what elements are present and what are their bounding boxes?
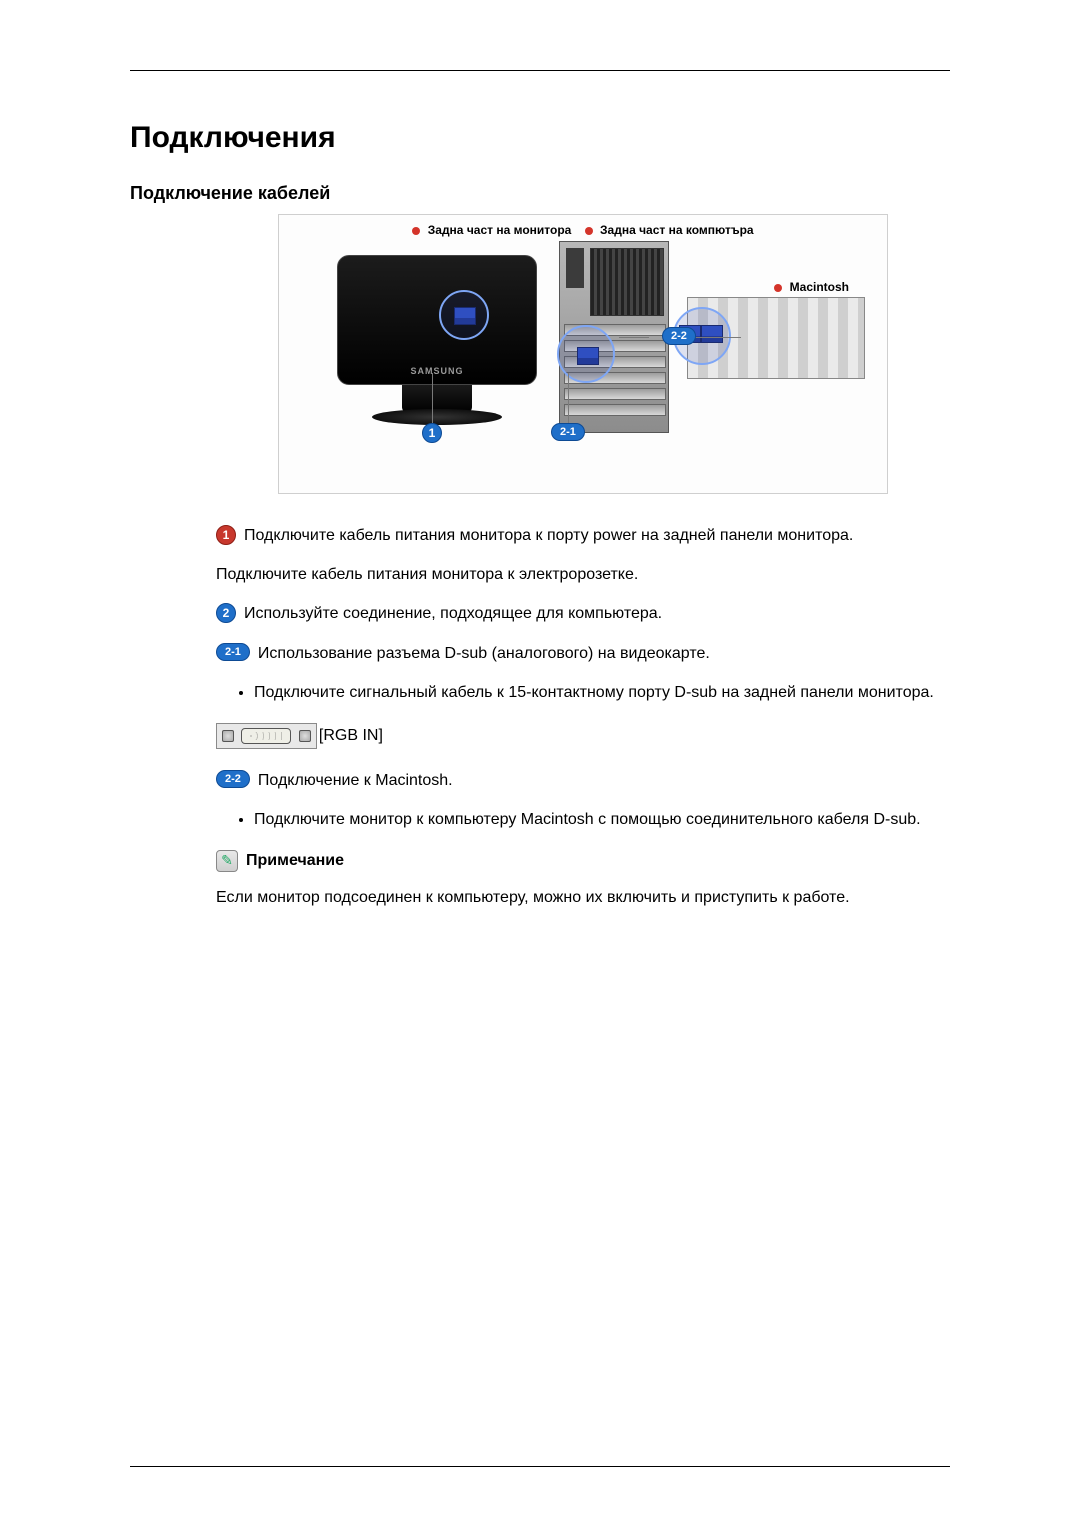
step-2-2-text: Подключение к Macintosh. xyxy=(258,769,950,792)
pc-slot xyxy=(564,388,666,400)
diagram-badge-2-2: 2-2 xyxy=(662,327,696,345)
step-2-2-row: 2-2 Подключение к Macintosh. xyxy=(216,769,950,792)
diagram-badge-2-1: 2-1 xyxy=(551,423,585,441)
pc-slot xyxy=(564,404,666,416)
monitor-illustration: SAMSUNG xyxy=(337,255,537,425)
dsub-port-icon xyxy=(216,723,317,749)
step-2-1-badge: 2-1 xyxy=(216,643,250,661)
leader-line xyxy=(619,337,649,338)
screw-icon xyxy=(222,730,234,742)
leader-line xyxy=(693,337,741,338)
content-block: Задна част на монитора Задна част на ком… xyxy=(130,214,950,909)
monitor-base xyxy=(372,409,502,425)
step-2-2-bullet-item: Подключите монитор к компьютеру Macintos… xyxy=(254,808,950,832)
document-page: Подключения Подключение кабелей Задна ча… xyxy=(0,0,1080,1527)
step-2-1-text: Использование разъема D-sub (аналогового… xyxy=(258,642,950,665)
connection-diagram: Задна част на монитора Задна част на ком… xyxy=(278,214,888,494)
step-1-badge: 1 xyxy=(216,525,236,545)
step-2-text: Используйте соединение, подходящее для к… xyxy=(244,602,950,625)
monitor-brand-label: SAMSUNG xyxy=(410,366,463,376)
vga-connector-icon xyxy=(454,307,476,325)
port-illustration-row: [RGB IN] xyxy=(216,723,950,749)
legend-pc-label: Задна част на компютъра xyxy=(600,223,754,237)
step-2-row: 2 Используйте соединение, подходящее для… xyxy=(216,602,950,625)
diagram-legend-mac: Macintosh xyxy=(774,280,849,294)
step-2-badge: 2 xyxy=(216,603,236,623)
step-2-1-bullets: Подключите сигнальный кабель к 15-контак… xyxy=(216,681,950,705)
legend-dot-icon xyxy=(412,227,420,235)
screw-icon xyxy=(299,730,311,742)
port-label: [RGB IN] xyxy=(319,727,383,744)
legend-monitor-label: Задна част на монитора xyxy=(428,223,572,237)
note-label: Примечание xyxy=(246,852,344,870)
page-title: Подключения xyxy=(130,121,950,155)
step-1b-text: Подключите кабель питания монитора к эле… xyxy=(216,563,950,586)
legend-dot-icon xyxy=(585,227,593,235)
step-2-2-bullets: Подключите монитор к компьютеру Macintos… xyxy=(216,808,950,832)
top-horizontal-rule xyxy=(130,70,950,71)
leader-line xyxy=(568,373,569,427)
step-2-1-row: 2-1 Использование разъема D-sub (аналого… xyxy=(216,642,950,665)
note-heading-row: ✎ Примечание xyxy=(216,850,950,872)
note-text: Если монитор подсоединен к компьютеру, м… xyxy=(216,886,950,909)
bottom-horizontal-rule xyxy=(130,1466,950,1467)
vga-connector-icon xyxy=(577,347,599,365)
monitor-screen: SAMSUNG xyxy=(337,255,537,385)
legend-dot-icon xyxy=(774,284,782,292)
pc-fan-grille xyxy=(590,248,664,316)
note-icon: ✎ xyxy=(216,850,238,872)
step-2-2-badge: 2-2 xyxy=(216,770,250,788)
diagram-legend-top: Задна част на монитора Задна част на ком… xyxy=(279,223,887,237)
leader-line xyxy=(432,373,433,425)
step-1-row: 1 Подключите кабель питания монитора к п… xyxy=(216,524,950,547)
step-2-1-bullet-item: Подключите сигнальный кабель к 15-контак… xyxy=(254,681,950,705)
legend-mac-label: Macintosh xyxy=(790,280,849,294)
dsub-pins-icon xyxy=(241,728,291,744)
vga-connector-icon xyxy=(701,325,723,343)
step-1-text: Подключите кабель питания монитора к пор… xyxy=(244,524,950,547)
pc-io-ports xyxy=(566,248,584,288)
diagram-badge-1: 1 xyxy=(422,423,442,443)
section-heading: Подключение кабелей xyxy=(130,183,950,204)
